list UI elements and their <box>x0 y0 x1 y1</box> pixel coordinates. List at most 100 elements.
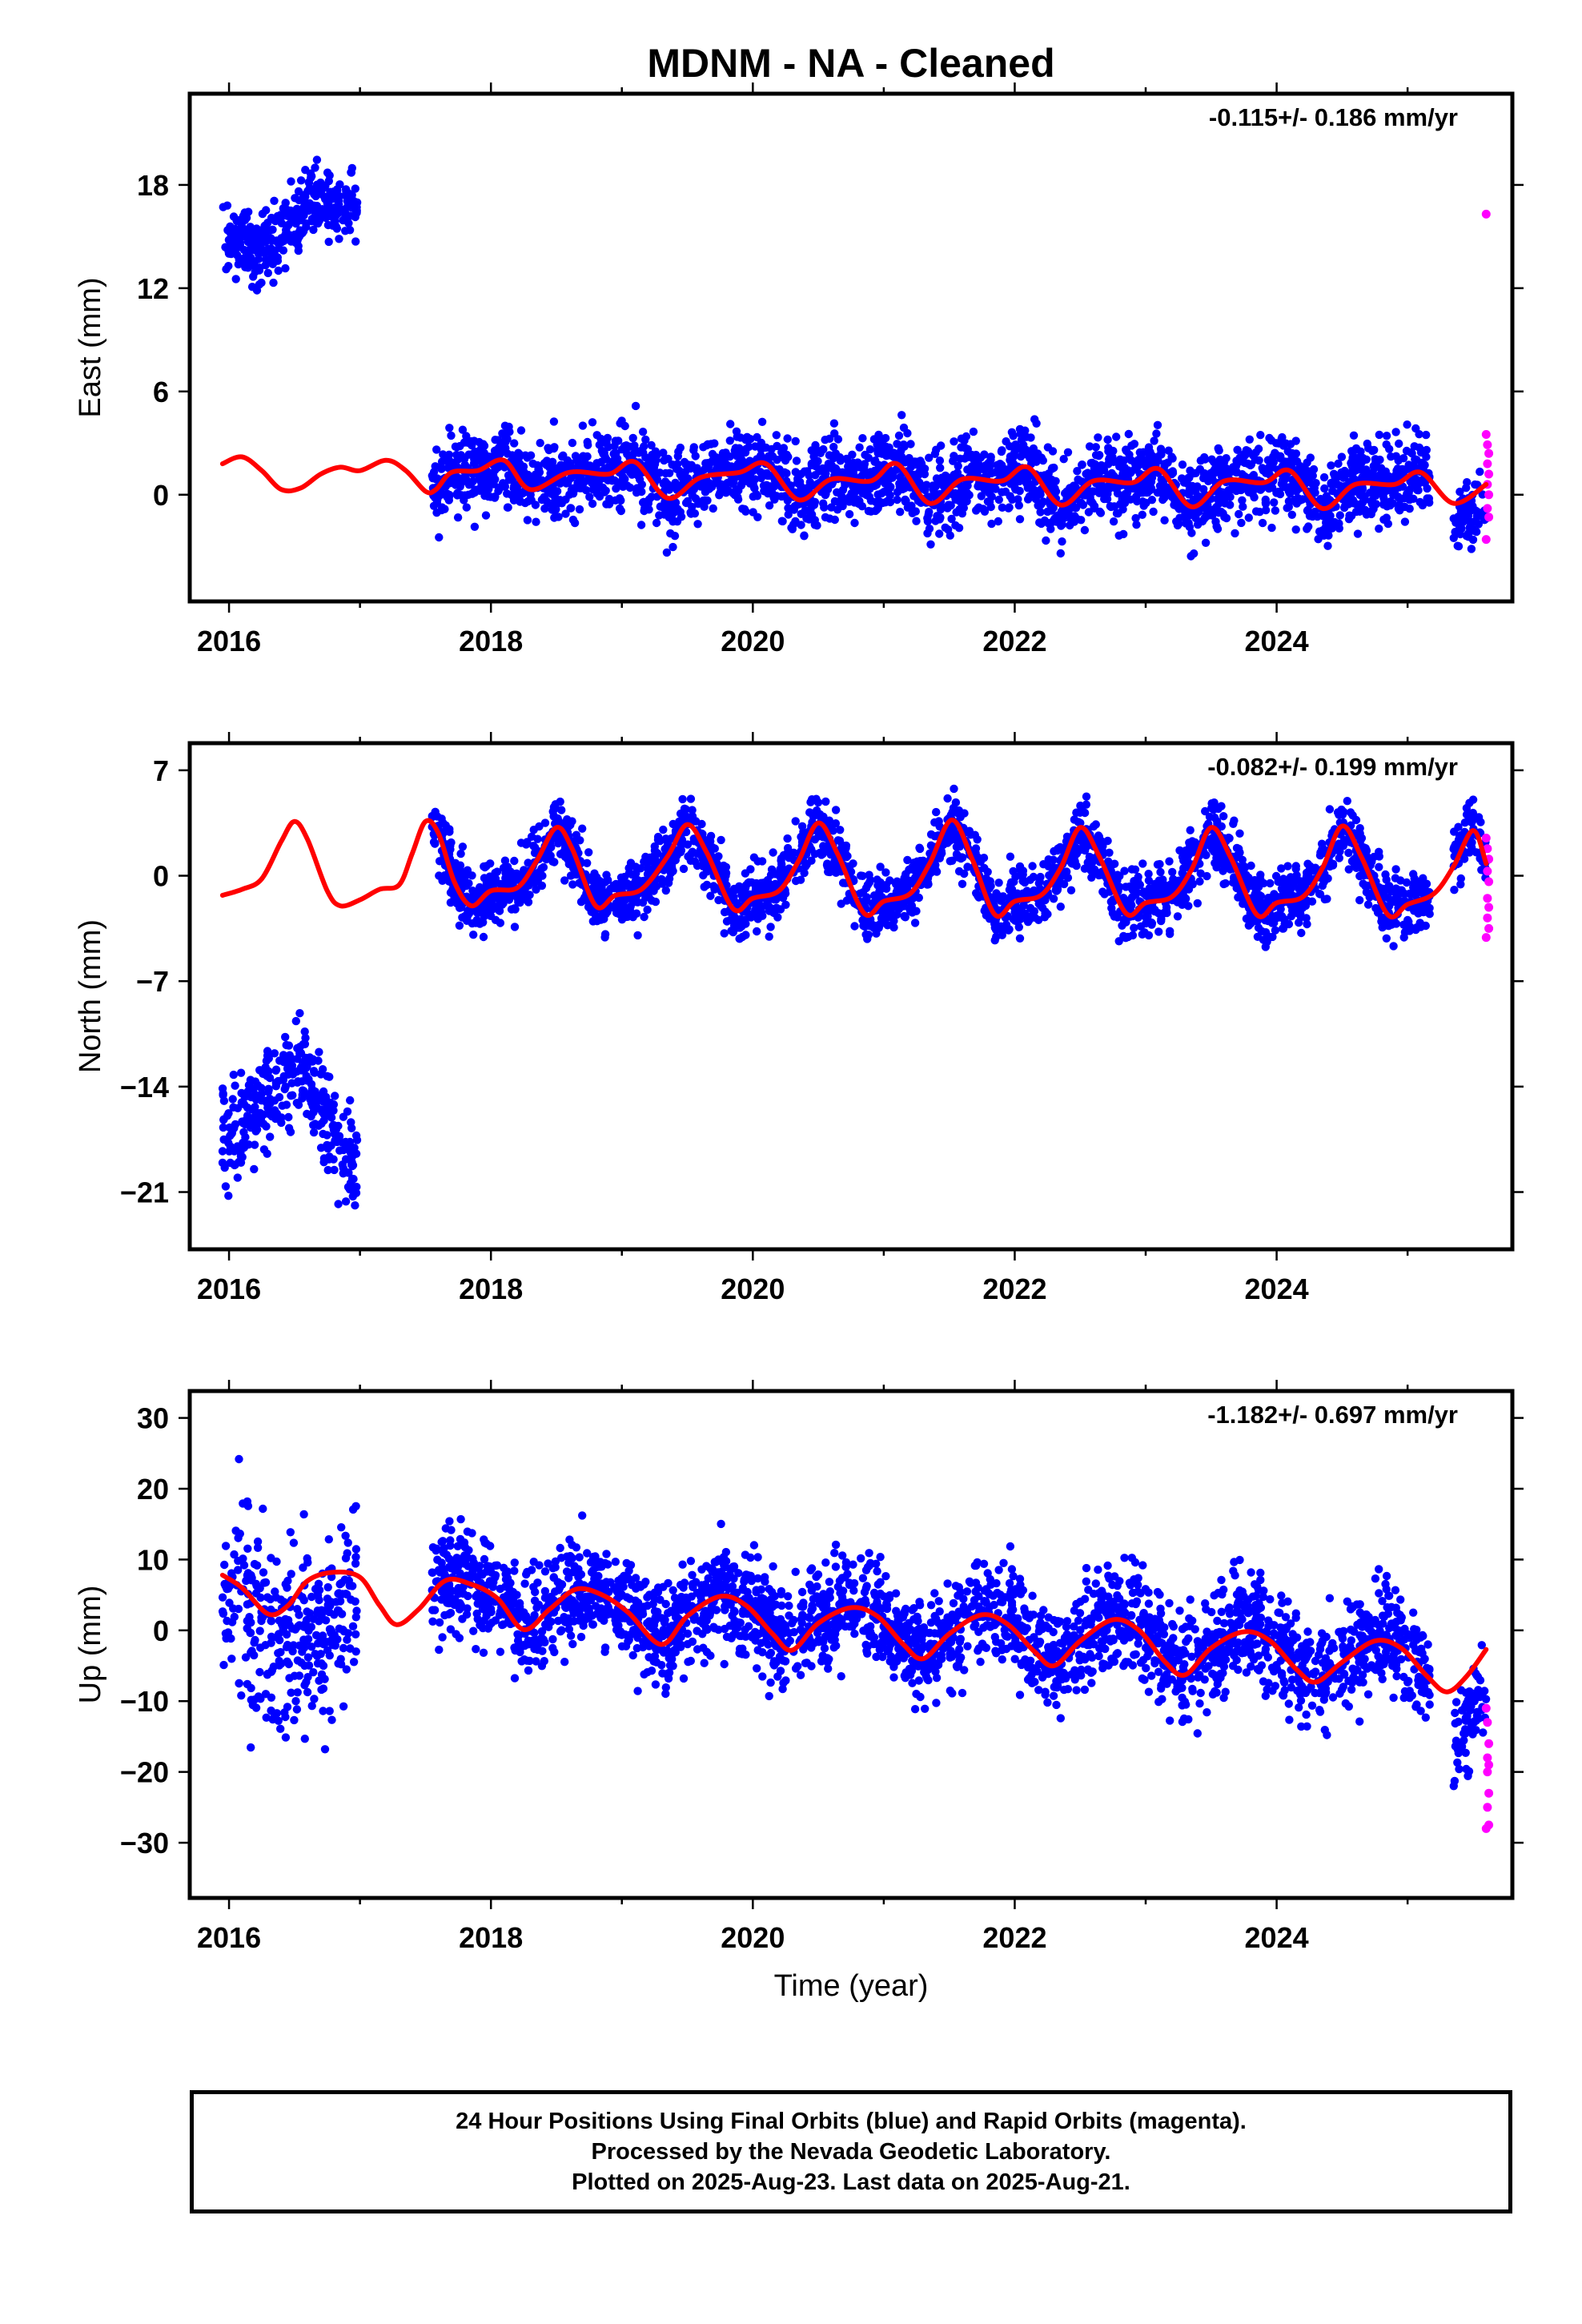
east-final-orbit-point <box>1403 420 1411 429</box>
east-final-orbit-point <box>1131 513 1140 523</box>
east-final-orbit-point <box>1096 509 1106 517</box>
east-final-orbit-point <box>584 440 592 449</box>
east-final-orbit-point <box>730 446 739 455</box>
east-final-orbit-point <box>784 510 793 519</box>
north-final-orbit-point <box>998 925 1006 935</box>
east-final-orbit-point <box>281 263 290 273</box>
east-final-orbit-point <box>699 443 708 452</box>
north-final-orbit-point <box>1229 819 1238 828</box>
east-final-orbit-point <box>651 447 660 456</box>
north-final-orbit-point <box>291 1016 300 1026</box>
east-final-orbit-point <box>809 452 818 461</box>
east-final-orbit-point <box>987 468 996 477</box>
east-final-orbit-point <box>797 469 805 479</box>
east-final-orbit-point <box>1091 443 1101 452</box>
east-final-orbit-point <box>1245 435 1255 444</box>
east-final-orbit-point <box>611 436 620 445</box>
east-final-orbit-point <box>1215 492 1223 501</box>
north-final-orbit-point <box>1144 876 1154 885</box>
north-final-orbit-point <box>568 880 577 889</box>
east-final-orbit-point <box>1410 479 1419 488</box>
north-final-orbit-point <box>876 862 885 871</box>
east-final-orbit-point <box>781 492 789 501</box>
east-final-orbit-point <box>1468 535 1478 545</box>
north-final-orbit-point <box>1028 862 1037 870</box>
east-final-orbit-point <box>860 463 869 472</box>
east-final-orbit-point <box>874 460 883 469</box>
east-final-orbit-point <box>1329 469 1339 478</box>
east-final-orbit-point <box>1094 463 1103 472</box>
east-final-orbit-point <box>949 456 958 465</box>
north-final-orbit-point <box>1082 792 1091 801</box>
east-final-orbit-point <box>894 431 904 440</box>
north-final-orbit-point <box>806 798 815 806</box>
north-final-orbit-point <box>1405 889 1414 899</box>
east-final-orbit-point <box>1103 435 1112 444</box>
east-final-orbit-point <box>689 485 698 494</box>
north-final-orbit-point <box>219 1089 227 1098</box>
east-final-orbit-point <box>510 439 519 448</box>
east-final-orbit-point <box>1014 495 1022 504</box>
east-final-orbit-point <box>279 246 288 255</box>
east-final-orbit-point <box>946 531 955 540</box>
east-final-orbit-point <box>1395 439 1403 448</box>
east-final-orbit-point <box>263 268 272 278</box>
north-final-orbit-point <box>1195 877 1204 886</box>
east-final-orbit-point <box>1005 503 1014 512</box>
north-final-orbit-point <box>316 1144 326 1152</box>
east-final-orbit-point <box>257 278 266 287</box>
east-final-orbit-point <box>753 432 761 442</box>
east-final-orbit-point <box>1015 424 1025 434</box>
east-final-orbit-point <box>466 450 476 459</box>
east-final-orbit-point <box>1147 496 1157 505</box>
north-final-orbit-point <box>283 1059 292 1069</box>
east-final-orbit-point <box>444 496 453 505</box>
north-final-orbit-point <box>1168 867 1177 877</box>
north-final-orbit-point <box>348 1192 357 1201</box>
north-final-orbit-point <box>263 1047 272 1055</box>
east-final-orbit-point <box>1457 524 1466 533</box>
north-final-orbit-point <box>249 1084 258 1094</box>
east-final-orbit-point <box>437 505 446 515</box>
north-final-orbit-point <box>1154 927 1163 936</box>
north-final-orbit-point <box>686 794 696 803</box>
east-final-orbit-point <box>273 253 282 262</box>
north-final-orbit-point <box>1105 848 1114 858</box>
north-final-orbit-point <box>469 931 478 939</box>
east-final-orbit-point <box>1109 517 1118 526</box>
east-final-orbit-point <box>765 452 773 460</box>
east-final-orbit-point <box>1333 480 1343 489</box>
east-final-orbit-point <box>585 493 594 501</box>
east-final-orbit-point <box>470 522 480 531</box>
east-final-orbit-point <box>250 261 259 271</box>
east-final-orbit-point <box>235 215 243 225</box>
east-final-orbit-point <box>536 439 544 448</box>
east-final-orbit-point <box>1375 525 1383 533</box>
north-final-orbit-point <box>227 1130 235 1139</box>
north-final-orbit-point <box>348 1160 358 1170</box>
east-final-orbit-point <box>1370 445 1379 455</box>
east-final-orbit-point <box>311 163 319 172</box>
north-final-orbit-point <box>287 1092 295 1100</box>
north-final-orbit-point <box>239 1117 247 1127</box>
east-final-orbit-point <box>488 471 498 480</box>
east-final-orbit-point <box>1134 456 1142 464</box>
north-final-orbit-point <box>951 798 961 807</box>
east-final-orbit-point <box>315 184 323 193</box>
east-final-orbit-point <box>527 496 536 505</box>
east-final-orbit-point <box>1110 472 1118 480</box>
north-final-orbit-point <box>479 932 488 942</box>
north-final-orbit-point <box>510 923 520 931</box>
east-final-orbit-point <box>632 484 641 493</box>
north-final-orbit-point <box>720 929 729 938</box>
east-final-orbit-point <box>454 455 463 464</box>
east-final-orbit-point <box>1291 525 1300 534</box>
east-final-orbit-point <box>1063 448 1073 456</box>
north-final-orbit-point <box>510 856 519 866</box>
east-final-orbit-point <box>556 496 564 505</box>
east-final-orbit-point <box>652 475 662 484</box>
east-final-orbit-point <box>474 456 483 464</box>
east-final-orbit-point <box>468 489 476 498</box>
east-final-orbit-point <box>626 468 635 477</box>
